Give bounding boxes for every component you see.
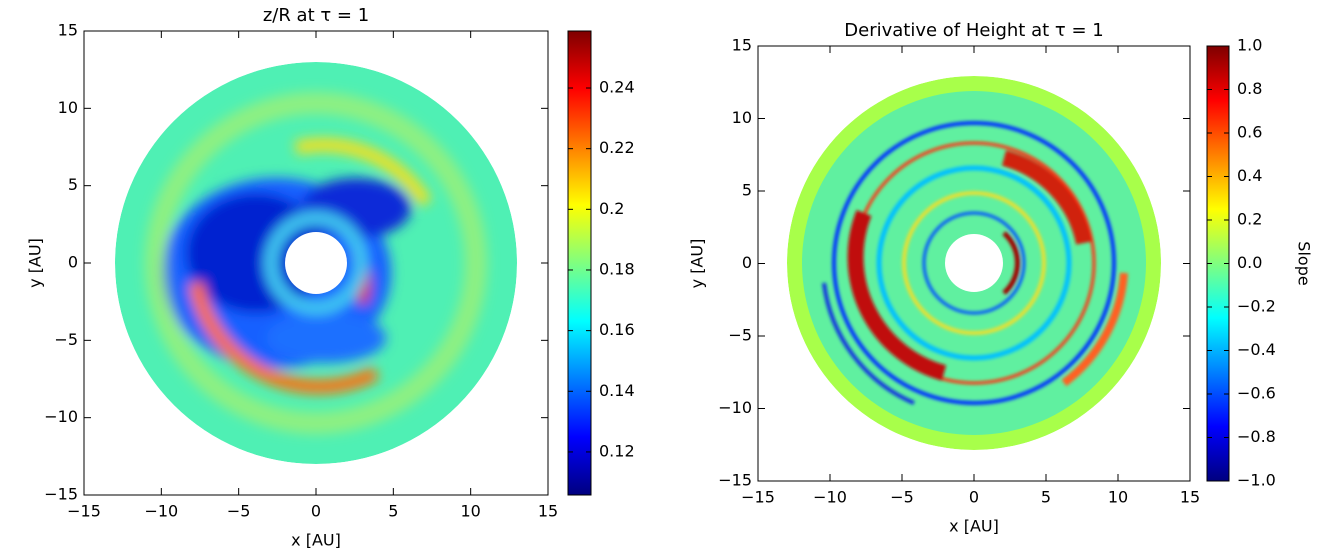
colorbar-tick-label: 0.22 — [599, 138, 635, 157]
colorbar-tick-label: −0.2 — [1237, 297, 1276, 316]
chart-title: z/R at τ = 1 — [263, 5, 369, 26]
colorbar-tick-label: 0.24 — [599, 78, 635, 97]
colorbar-tick-label: −0.4 — [1237, 340, 1276, 359]
colorbar-tick-label: 0.4 — [1237, 166, 1262, 185]
colorbar-tick-label: 0.2 — [599, 199, 624, 218]
x-tick-label: 5 — [388, 502, 398, 521]
x-tick-label: −15 — [67, 502, 101, 521]
colorbar-label: Slope — [1295, 241, 1314, 285]
colorbar-tick-label: −0.6 — [1237, 384, 1276, 403]
y-tick-label: 10 — [58, 98, 78, 117]
colorbar-tick-label: −0.8 — [1237, 427, 1276, 446]
colorbar-tick-label: 0.2 — [1237, 210, 1262, 229]
colorbar-tick-label: −1.0 — [1237, 471, 1276, 490]
y-tick-label: −15 — [718, 471, 752, 490]
y-tick-label: −5 — [728, 326, 752, 345]
x-tick-label: 0 — [311, 502, 321, 521]
colorbar-tick-label: 0.0 — [1237, 253, 1262, 272]
y-tick-label: 15 — [58, 21, 78, 40]
x-tick-label: 0 — [969, 488, 979, 507]
y-tick-label: 5 — [68, 175, 78, 194]
disc-image — [115, 62, 517, 464]
y-axis-label: y [AU] — [26, 238, 45, 288]
y-tick-label: 15 — [732, 36, 752, 55]
x-tick-label: 10 — [1108, 488, 1128, 507]
y-tick-label: 10 — [732, 108, 752, 127]
chart-title: Derivative of Height at τ = 1 — [844, 20, 1103, 41]
colorbar — [567, 30, 592, 496]
colorbar-tick-label: 0.14 — [599, 381, 635, 400]
colorbar-tick-label: 0.18 — [599, 259, 635, 278]
x-tick-label: 10 — [460, 502, 480, 521]
x-tick-label: 15 — [538, 502, 558, 521]
x-axis-label: x [AU] — [291, 531, 341, 550]
y-tick-label: 0 — [742, 253, 752, 272]
x-tick-label: 15 — [1180, 488, 1200, 507]
x-tick-label: −10 — [813, 488, 847, 507]
y-axis-label: y [AU] — [688, 239, 707, 289]
colorbar-tick-label: 0.16 — [599, 320, 635, 339]
x-tick-label: −5 — [890, 488, 914, 507]
y-tick-label: −5 — [54, 330, 78, 349]
y-tick-label: −10 — [718, 398, 752, 417]
colorbar-tick-label: 0.8 — [1237, 79, 1262, 98]
y-tick-label: −10 — [44, 407, 78, 426]
colorbar-tick-label: 0.6 — [1237, 123, 1262, 142]
x-tick-label: −10 — [144, 502, 178, 521]
y-tick-label: 0 — [68, 253, 78, 272]
x-tick-label: −15 — [741, 488, 775, 507]
colorbar-tick-label: 0.12 — [599, 441, 635, 460]
y-tick-label: 5 — [742, 181, 752, 200]
colorbar-tick-label: 1.0 — [1237, 36, 1262, 55]
x-tick-label: 5 — [1041, 488, 1051, 507]
disc-image — [787, 76, 1161, 450]
x-tick-label: −5 — [227, 502, 251, 521]
x-axis-label: x [AU] — [949, 517, 999, 536]
y-tick-label: −15 — [44, 485, 78, 504]
